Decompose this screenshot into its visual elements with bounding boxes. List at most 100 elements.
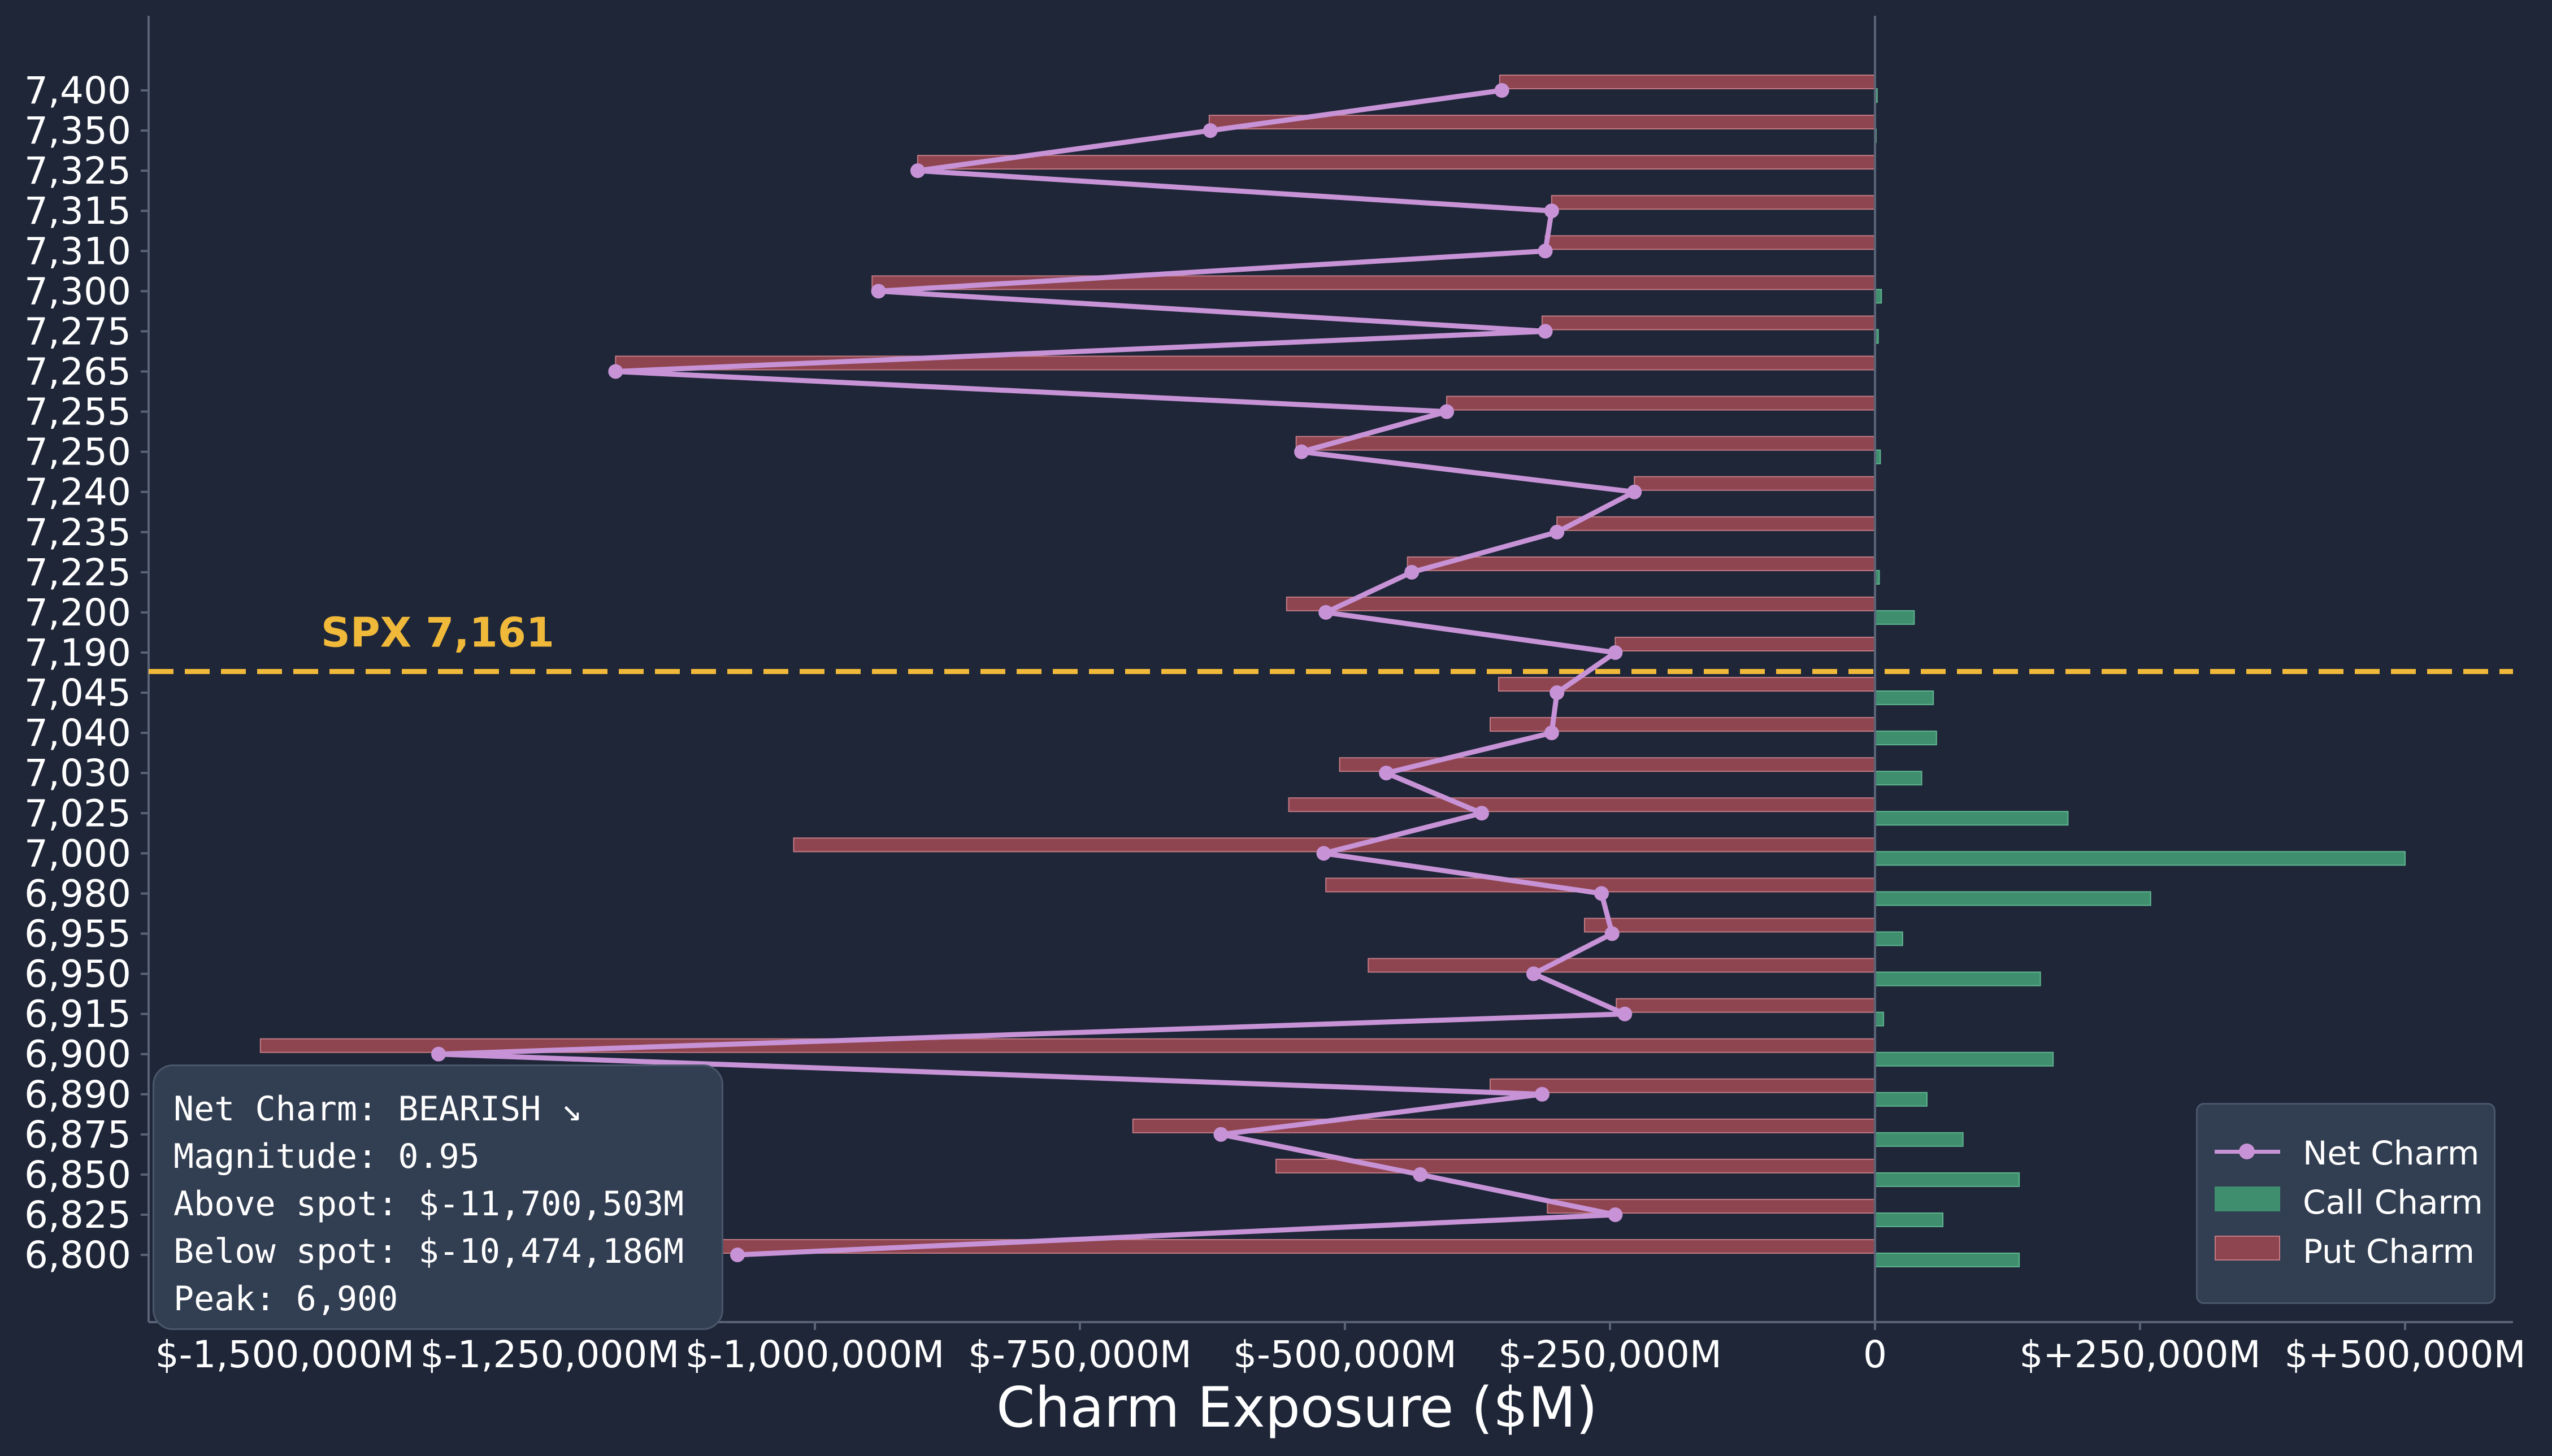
x-tick-label: $-750,000M: [968, 1333, 1192, 1376]
x-tick-label: 0: [1863, 1333, 1887, 1376]
net-charm-point: [1413, 1167, 1428, 1182]
y-tick-label: 7,400: [24, 69, 131, 112]
net-charm-point: [1544, 725, 1559, 741]
net-charm-point: [1494, 83, 1509, 98]
summary-above-spot: Above spot: $-11,700,503M: [173, 1184, 684, 1224]
y-tick-label: 6,950: [24, 953, 131, 996]
x-tick-label: $-250,000M: [1498, 1333, 1722, 1376]
legend-item-put-charm: Put Charm: [2198, 1230, 2494, 1271]
net-charm-point: [1627, 484, 1642, 499]
call-charm-bar: [1874, 610, 1915, 625]
net-charm-point: [1318, 605, 1334, 620]
x-tick-label: $+500,000M: [2284, 1333, 2525, 1376]
x-axis-label: Charm Exposure ($M): [996, 1376, 1598, 1440]
net-charm-point: [1544, 203, 1559, 219]
summary-net-charm: Net Charm: BEARISH ↘: [173, 1089, 582, 1129]
legend-label-call: Call Charm: [2303, 1183, 2483, 1222]
y-tick-label: 7,350: [24, 109, 131, 153]
x-tick-label: $+250,000M: [2019, 1333, 2260, 1376]
y-tick-label: 7,225: [24, 551, 131, 594]
x-tick-label: $-1,000,000M: [685, 1333, 945, 1376]
net-charm-point: [1294, 444, 1309, 459]
put-charm-bar: [1295, 436, 1876, 451]
y-tick-label: 6,980: [24, 872, 131, 915]
y-tick-label: 7,310: [24, 229, 131, 273]
y-tick-label: 7,025: [24, 792, 131, 835]
net-charm-marker: [2239, 1144, 2255, 1159]
net-charm-point: [1594, 886, 1609, 901]
net-charm-point: [1439, 404, 1455, 419]
net-charm-point: [1404, 564, 1420, 580]
put-charm-bar: [1407, 556, 1876, 571]
net-charm-point: [871, 284, 886, 299]
y-tick-label: 7,265: [24, 350, 131, 393]
x-tick-label: $-500,000M: [1233, 1333, 1457, 1376]
call-charm-bar: [1874, 1092, 1928, 1107]
put-charm-bar: [917, 155, 1876, 170]
net-charm-point: [1608, 645, 1623, 660]
y-tick-label: 7,030: [24, 751, 131, 795]
y-tick-label: 7,315: [24, 189, 131, 233]
call-charm-bar: [1874, 851, 2406, 866]
put-charm-bar: [1544, 235, 1876, 250]
legend-label-put: Put Charm: [2303, 1232, 2475, 1271]
y-tick-label: 7,040: [24, 711, 131, 755]
spot-line: SPX 7,161: [149, 609, 2513, 675]
net-charm-point: [1538, 244, 1553, 259]
call-charm-bar: [1874, 690, 1934, 706]
legend-item-net-charm: Net Charm: [2198, 1132, 2494, 1172]
y-tick-label: 7,250: [24, 431, 131, 474]
y-tick-label: 7,255: [24, 390, 131, 434]
put-charm-bar: [1368, 958, 1876, 973]
y-tick-label: 7,200: [24, 591, 131, 634]
summary-box: Net Charm: BEARISH ↘ Magnitude: 0.95 Abo…: [153, 1064, 723, 1330]
spot-price-label: SPX 7,161: [321, 609, 554, 657]
net-charm-point: [1604, 926, 1620, 941]
call-charm-bars: [1874, 88, 2406, 1268]
summary-magnitude: Magnitude: 0.95: [173, 1137, 480, 1176]
put-charm-bar: [1288, 797, 1876, 812]
call-charm-bar: [1874, 771, 1922, 786]
net-charm-point: [1379, 766, 1394, 781]
call-charm-bar: [1874, 811, 2069, 826]
put-charm-bar: [1498, 677, 1876, 692]
net-charm-point: [730, 1248, 745, 1263]
y-tick-label: 7,000: [24, 832, 131, 875]
call-charm-bar: [1874, 931, 1903, 946]
x-tick-labels: $-1,500,000M $-1,250,000M $-1,000,000M $-75…: [155, 1322, 2526, 1376]
legend-item-call-charm: Call Charm: [2198, 1181, 2494, 1222]
x-tick-label: $-1,500,000M: [155, 1333, 415, 1376]
y-tick-label: 6,900: [24, 1033, 131, 1076]
call-charm-bar: [1874, 1172, 2020, 1187]
put-charm-bar: [1446, 395, 1876, 411]
net-charm-point: [1526, 966, 1541, 981]
call-charm-bar: [1874, 971, 2041, 986]
y-tick-label: 6,955: [24, 912, 131, 955]
y-tick-label: 6,850: [24, 1153, 131, 1197]
put-charm-bar: [1556, 516, 1876, 531]
put-charm-bar: [1551, 195, 1876, 210]
net-charm-point: [431, 1046, 446, 1062]
summary-below-spot: Below spot: $-10,474,186M: [173, 1232, 684, 1271]
net-charm-point: [1550, 524, 1565, 540]
net-charm-point: [608, 364, 623, 379]
net-charm-point: [1550, 685, 1565, 701]
x-tick-label: $-1,250,000M: [420, 1333, 680, 1376]
put-charm-bar: [1490, 1078, 1876, 1093]
net-charm-polyline: [436, 88, 1637, 1258]
y-tick-label: 6,890: [24, 1073, 131, 1116]
legend: Net Charm Call Charm Put Charm: [2196, 1103, 2495, 1304]
put-charm-bar: [1541, 315, 1876, 331]
y-tick-label: 7,325: [24, 149, 131, 193]
put-charm-bar: [1499, 75, 1876, 89]
summary-peak: Peak: 6,900: [173, 1279, 398, 1319]
net-charm-point: [1213, 1127, 1229, 1142]
y-tick-label: 6,800: [24, 1233, 131, 1277]
y-tick-label: 7,045: [24, 671, 131, 715]
y-tick-labels: 7,4007,3507,3257,3157,3107,3007,2757,265…: [24, 69, 149, 1277]
legend-label-net: Net Charm: [2303, 1134, 2480, 1172]
y-tick-label: 6,825: [24, 1193, 131, 1237]
net-charm-point: [1316, 846, 1331, 861]
net-charm-point: [1608, 1207, 1623, 1222]
